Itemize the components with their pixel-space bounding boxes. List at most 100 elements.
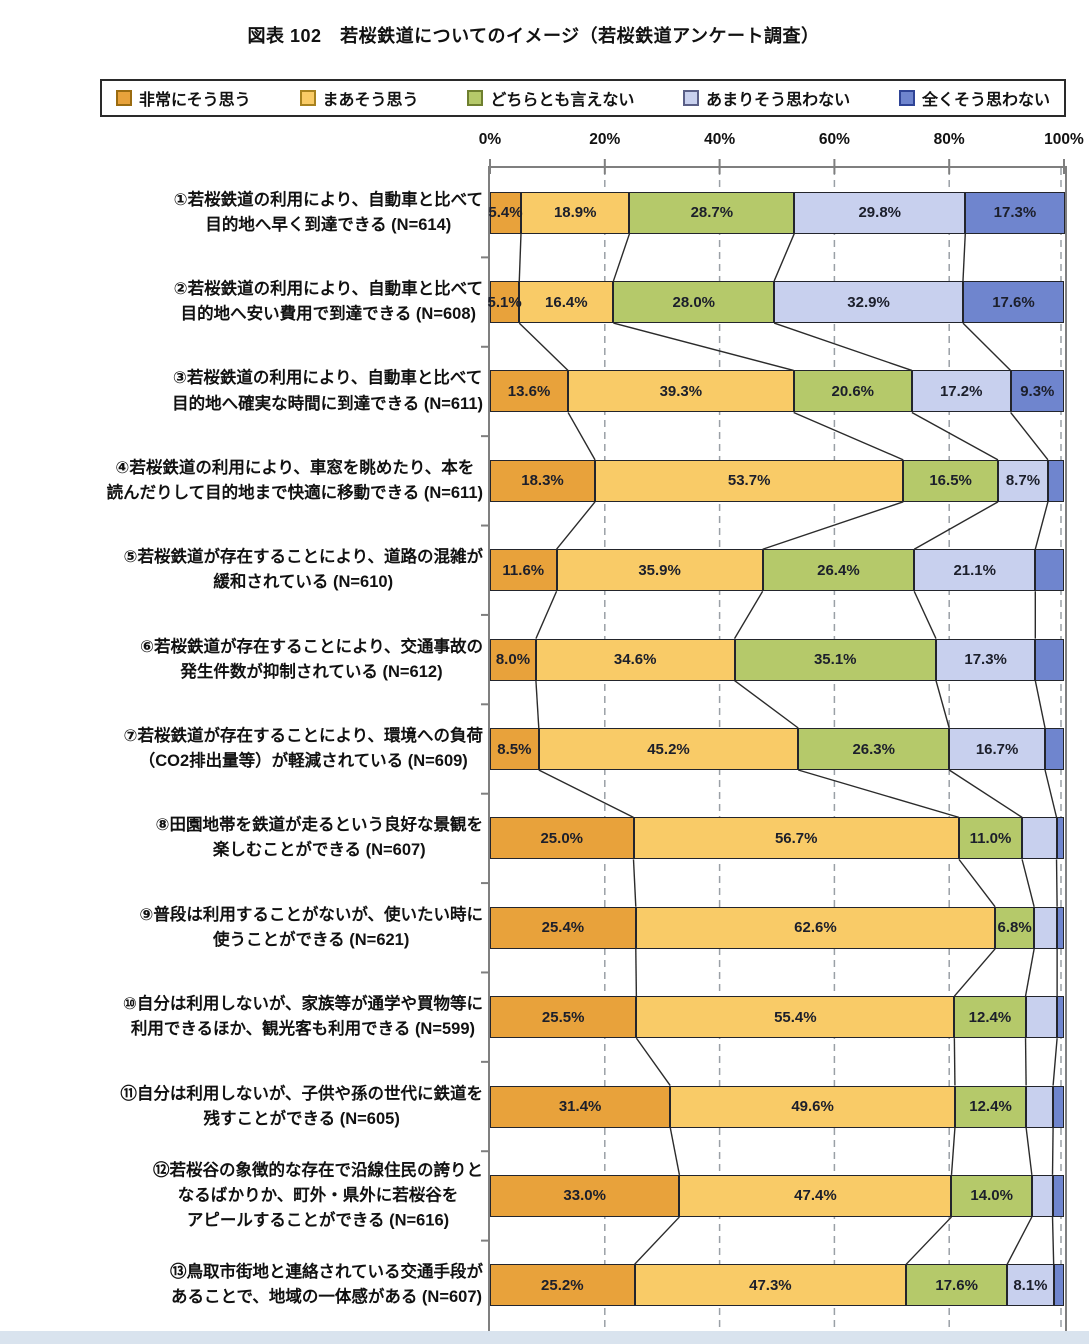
x-axis-tick-label: 40% [704,131,736,148]
bar-value-label: 29.8% [858,204,902,222]
bar-value-label: 16.7% [975,740,1019,758]
bar-segment: 45.2% [538,728,799,770]
bar-segment: 14.0% [951,1174,1032,1217]
bar-segment: 26.4% [762,549,915,592]
bar-value-label: 53.7% [727,472,771,490]
bar-value-label: 28.0% [672,293,716,311]
bar-value-label: 31.4% [558,1098,602,1116]
bar-value-label: 13.6% [507,382,551,400]
legend-item-3: どちらとも言えない [467,86,634,110]
bar-value-label: 33.0% [563,1187,606,1205]
legend-item-1: 非常にそう思う [116,86,251,110]
bar-segment: 47.3% [634,1264,907,1307]
bar-segment: 18.3% [490,459,596,502]
category-label-line: ②若桜鉄道の利用により、自動車と比べて [173,279,483,298]
bar-segment: 35.1% [734,638,936,681]
category-label-line: 楽しむことができる (N=607) [212,841,426,860]
bar-value-label: 25.2% [541,1276,584,1294]
bar-segment [1057,996,1064,1039]
bar-value-label: 34.6% [613,651,657,669]
bar-value-label: 20.6% [831,382,875,400]
category-label-line: 残すことができる (N=605) [203,1109,400,1128]
category-label-line: ⑥若桜鉄道が存在することにより、交通事故の [140,637,483,656]
x-axis-tick-label: 60% [818,131,850,148]
legend-swatch-icon [116,90,132,106]
bar-value-label: 14.0% [970,1187,1013,1205]
category-label-line: アピールすることができる (N=616) [186,1211,450,1230]
category-label: ⑦若桜鉄道が存在することにより、環境への負荷 （CO2排出量等）が軽減されている … [124,724,483,774]
category-label-line: ⑫若桜谷の象徴的な存在で沿線住民の誇りと [153,1161,483,1180]
legend-item-label: まあそう思う [322,92,419,109]
bar-value-label: 26.4% [817,561,860,579]
bar-segment: 55.4% [636,996,955,1039]
bar-value-label: 35.1% [813,651,857,669]
bar-value-label: 17.6% [992,293,1035,311]
bar-value-label: 6.8% [997,919,1032,937]
bar-value-label: 17.2% [939,382,983,400]
bar-value-label: 17.3% [993,204,1037,222]
bar-value-label: 16.4% [545,293,588,311]
bar-value-label: 5.4% [488,204,523,222]
bar-segment: 12.4% [954,1085,1027,1128]
bar-segment: 32.9% [774,281,963,324]
bar-value-label: 39.3% [659,382,703,400]
category-label-line: ①若桜鉄道の利用により、自動車と比べて [173,190,483,209]
category-label-line: 目的地へ確実な時間に到達できる (N=611) [172,394,483,413]
category-label: ⑧田園地帯を鉄道が走るという良好な景観を 楽しむことができる (N=607) [156,813,483,863]
bar-segment [1045,728,1064,770]
bar-segment: 11.0% [958,817,1023,860]
legend-item-label: あまりそう思わない [706,92,851,109]
bar-segment: 62.6% [635,906,996,949]
legend-swatch-icon [299,90,316,106]
bar-segment: 17.3% [965,191,1065,234]
bar-segment: 8.7% [997,459,1048,502]
bar-segment: 29.8% [794,191,966,234]
category-label: ⑩自分は利用しないが、家族等が通学や買物等に 利用できるほか、観光客も利用できる … [123,992,483,1042]
bar-value-label: 17.3% [964,651,1007,669]
bar-value-label: 49.6% [791,1098,834,1116]
category-label: ⑪自分は利用しないが、子供や孫の世代に鉄道を 残すことができる (N=605) [120,1081,483,1131]
bar-segment: 20.6% [793,370,912,413]
bar-value-label: 56.7% [774,829,818,847]
bar-value-label: 26.3% [852,740,895,758]
bar-segment: 16.4% [519,281,614,324]
bar-segment: 16.7% [949,728,1046,770]
category-label-line: 使うことができる (N=621) [213,930,410,949]
category-label-line: ⑩自分は利用しないが、家族等が通学や買物等に [122,995,483,1014]
page-bottom-margin [0,1331,1089,1344]
legend-item-4: あまりそう思わない [683,86,850,110]
bar-segment [1052,1174,1064,1217]
bar-segment: 34.6% [535,638,735,681]
bar-segment: 13.6% [490,370,569,413]
bar-segment: 25.4% [490,906,636,949]
bar-segment: 25.2% [490,1264,635,1307]
bar-segment: 8.5% [490,728,539,770]
bar-segment: 6.8% [995,906,1035,949]
x-axis-tick-label: 0% [478,131,502,148]
bar-segment: 49.6% [670,1085,955,1128]
bar-value-label: 12.4% [968,1008,1012,1026]
bar-segment: 17.3% [935,638,1036,681]
bar-segment: 18.9% [520,191,630,234]
bar-segment [1047,459,1064,502]
bar-value-label: 35.9% [638,561,681,579]
legend-item-5: 全くそう思わない [898,86,1050,110]
legend-item-label: どちらとも言えない [490,92,635,109]
bar-segment [1056,817,1064,860]
bar-value-label: 47.4% [794,1187,837,1205]
bar-value-label: 11.0% [969,829,1012,847]
bar-value-label: 25.0% [540,829,584,847]
bar-segment: 5.1% [488,281,522,324]
bar-segment: 8.0% [490,638,536,681]
bar-value-label: 21.1% [953,561,996,579]
legend: 非常にそう思う まあそう思う どちらとも言えない あまりそう思わない 全くそう思わない [100,79,1066,117]
category-label-line: ⑬鳥取市街地と連絡されている交通手段が [169,1263,483,1282]
category-label-line: ⑤若桜鉄道が存在することにより、道路の混雑が [123,548,483,567]
figure-title: 図表 102 若桜鉄道についてのイメージ（若桜鉄道アンケート調査） [247,26,820,46]
category-label-line: ⑨普段は利用することがないが、使いたい時に [139,905,483,924]
category-label: ④若桜鉄道の利用により、車窓を眺めたり、本を 読んだりして目的地まで快適に移動でき… [107,456,483,506]
category-label: ①若桜鉄道の利用により、自動車と比べて 目的地へ早く到達できる (N=614) [174,188,483,238]
bar-value-label: 12.4% [969,1098,1012,1116]
bar-value-label: 11.6% [502,561,545,579]
